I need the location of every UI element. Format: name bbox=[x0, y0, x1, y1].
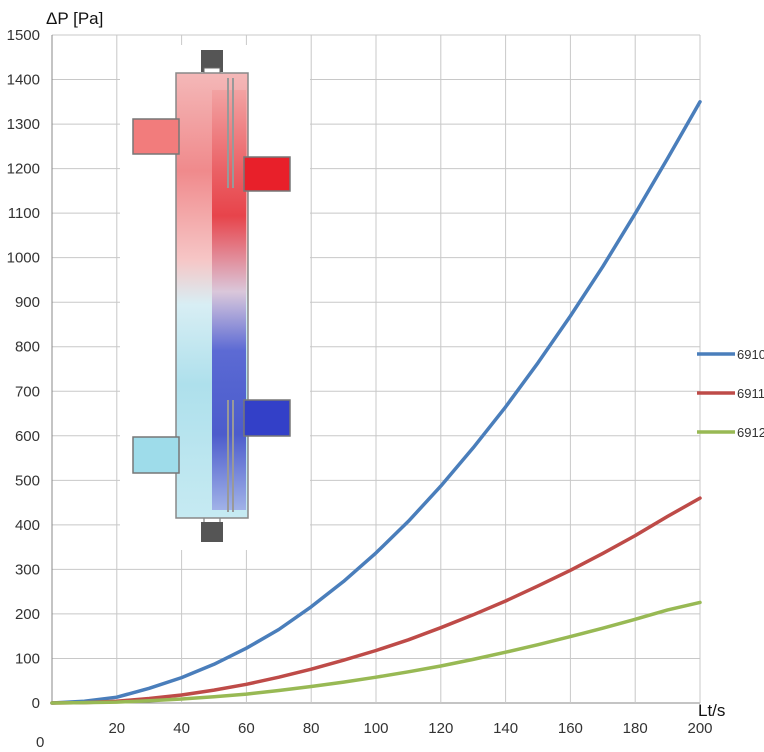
series-line-6911 bbox=[50, 496, 702, 705]
legend: 6910 6911 6912 bbox=[697, 347, 764, 440]
cold-outlet-pipe bbox=[132, 436, 180, 474]
x-tick-label: 160 bbox=[558, 720, 583, 737]
x-tick-labels: 20 40 60 80 100 120 140 160 180 200 bbox=[108, 720, 712, 737]
x-tick-label: 20 bbox=[108, 720, 125, 737]
y-axis-title: ΔP [Pa] bbox=[46, 9, 103, 28]
top-vent bbox=[201, 50, 223, 72]
y-tick-label: 1200 bbox=[7, 161, 40, 178]
hydraulic-separator-illustration bbox=[120, 45, 310, 550]
x-tick-label: 100 bbox=[363, 720, 388, 737]
y-tick-label: 200 bbox=[15, 606, 40, 623]
x-origin-label: 0 bbox=[36, 734, 44, 751]
y-tick-label: 500 bbox=[15, 472, 40, 489]
hot-inlet-pipe bbox=[132, 118, 180, 155]
y-tick-labels: 0 100 200 300 400 500 600 700 800 900 1000 1100 1200… bbox=[7, 27, 40, 712]
x-tick-label: 140 bbox=[493, 720, 518, 737]
y-tick-label: 400 bbox=[15, 517, 40, 534]
series-lines bbox=[50, 100, 702, 705]
hot-outlet-pipe bbox=[243, 156, 291, 192]
y-tick-label: 800 bbox=[15, 339, 40, 356]
legend-label-6912: 6912 bbox=[737, 425, 764, 440]
y-tick-label: 900 bbox=[15, 294, 40, 311]
y-tick-label: 1400 bbox=[7, 72, 40, 89]
y-tick-label: 600 bbox=[15, 428, 40, 445]
x-tick-label: 60 bbox=[238, 720, 255, 737]
bottom-drain bbox=[201, 522, 223, 542]
x-tick-label: 180 bbox=[623, 720, 648, 737]
x-axis-title: Lt/s bbox=[698, 701, 725, 720]
y-tick-label: 100 bbox=[15, 650, 40, 667]
y-tick-label: 0 bbox=[32, 695, 40, 712]
x-tick-label: 120 bbox=[428, 720, 453, 737]
legend-label-6910: 6910 bbox=[737, 347, 764, 362]
x-tick-label: 80 bbox=[303, 720, 320, 737]
legend-label-6911: 6911 bbox=[737, 386, 764, 401]
series-line-6912 bbox=[50, 600, 702, 705]
x-tick-label: 40 bbox=[173, 720, 190, 737]
series-line-6910 bbox=[50, 100, 702, 705]
y-tick-label: 300 bbox=[15, 561, 40, 578]
y-tick-label: 1300 bbox=[7, 116, 40, 133]
x-tick-label: 200 bbox=[687, 720, 712, 737]
y-tick-label: 1000 bbox=[7, 250, 40, 267]
y-tick-label: 700 bbox=[15, 383, 40, 400]
cold-inlet-pipe bbox=[243, 399, 291, 437]
y-tick-label: 1500 bbox=[7, 27, 40, 44]
y-tick-label: 1100 bbox=[8, 205, 40, 222]
